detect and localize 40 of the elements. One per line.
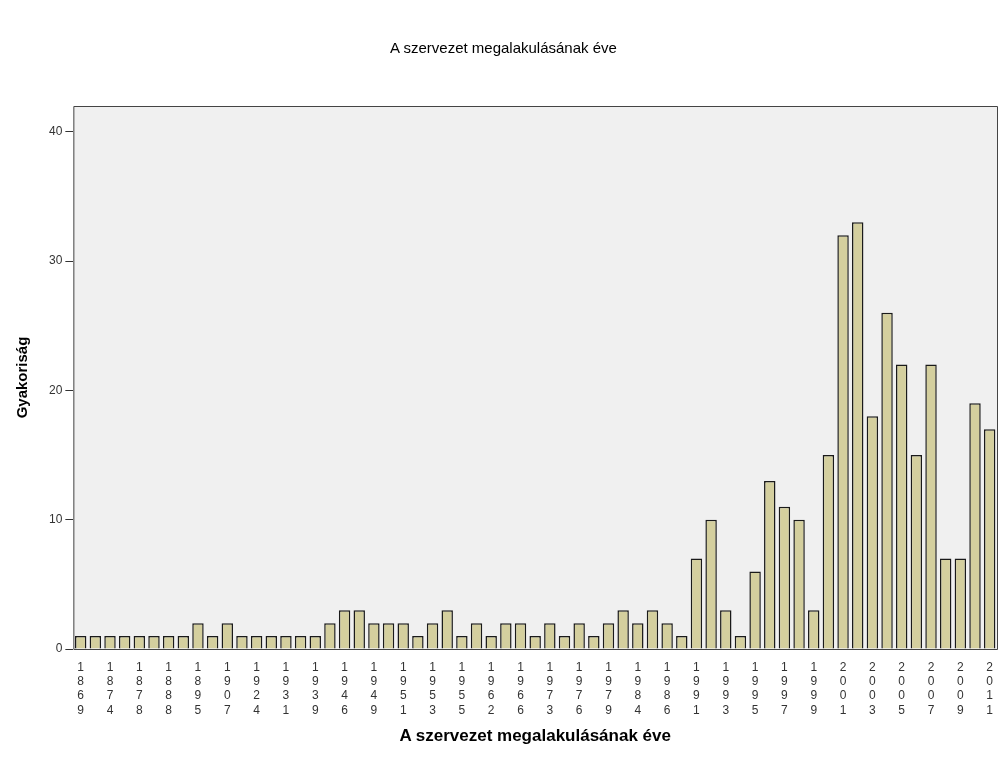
x-tick-label: 1907 <box>223 659 231 717</box>
x-tick-label: 2009 <box>957 659 964 717</box>
x-tick-label: 1888 <box>165 659 173 717</box>
chart-title: A szervezet megalakulásának éve <box>390 39 617 57</box>
x-tick-label: 1997 <box>781 659 789 717</box>
x-tick-label: 1931 <box>282 659 290 717</box>
x-tick-label: 1951 <box>399 659 407 717</box>
x-tick-label: 1966 <box>517 659 525 717</box>
x-tick-label: 1984 <box>634 659 642 717</box>
x-tick-label: 2003 <box>869 659 877 717</box>
x-tick-label: 2005 <box>898 659 906 717</box>
y-tick-label: 30 <box>48 253 63 268</box>
x-tick-label: 1949 <box>370 659 378 717</box>
x-tick-label: 1874 <box>106 659 114 717</box>
y-tick-label: 40 <box>48 124 63 139</box>
x-tick-label: 1973 <box>546 659 554 717</box>
x-tick-label: 1986 <box>663 659 671 717</box>
x-axis-title: A szervezet megalakulásának éve <box>399 726 671 746</box>
x-tick-label: 1946 <box>341 659 349 717</box>
x-tick-label: 1878 <box>135 659 143 717</box>
x-tick-label: 1962 <box>487 659 495 717</box>
x-tick-label: 2011 <box>986 659 994 717</box>
x-tick-label: 1939 <box>311 659 319 717</box>
x-tick-label: 1979 <box>605 659 613 717</box>
x-tick-label: 1995 <box>751 659 759 717</box>
y-tick-label: 10 <box>48 512 63 527</box>
x-tick-label: 2007 <box>927 659 935 717</box>
y-tick-label: 20 <box>48 382 63 397</box>
x-tick-label: 1953 <box>429 659 437 717</box>
x-tick-label: 1895 <box>194 659 202 717</box>
x-tick-label: 1924 <box>253 659 261 717</box>
x-tick-label: 1955 <box>458 659 466 717</box>
x-tick-label: 2001 <box>839 659 847 717</box>
x-tick-label: 1976 <box>575 659 583 717</box>
x-tick-label: 1991 <box>693 659 701 717</box>
y-tick-label: 0 <box>55 641 63 656</box>
x-tick-label: 1999 <box>810 659 818 717</box>
y-axis-title: Gyakoriság <box>13 336 31 419</box>
x-tick-label: 1869 <box>77 659 85 717</box>
x-tick-label: 1993 <box>722 659 730 717</box>
